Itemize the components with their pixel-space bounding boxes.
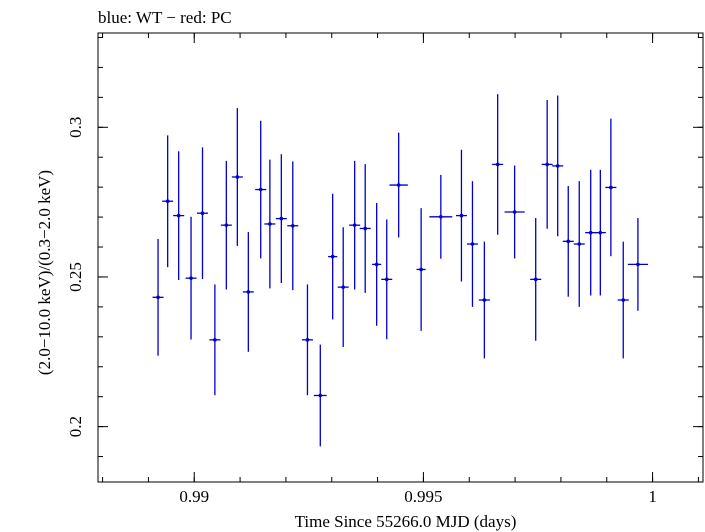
data-marker [165, 199, 170, 204]
data-point [185, 216, 197, 340]
data-series [152, 94, 648, 447]
data-marker [305, 338, 310, 342]
data-marker [598, 230, 603, 235]
data-marker [459, 213, 464, 218]
data-point [301, 284, 313, 396]
data-marker [290, 223, 295, 228]
data-marker [318, 393, 323, 398]
data-marker [419, 267, 423, 272]
data-marker [482, 298, 487, 302]
y-tick-label: 0.3 [66, 117, 85, 138]
data-point [173, 151, 185, 280]
data-marker [156, 295, 160, 300]
data-marker [609, 185, 613, 190]
data-marker [588, 230, 593, 235]
data-point [255, 120, 267, 259]
data-marker [470, 242, 475, 246]
data-point [530, 217, 542, 341]
data-point [337, 227, 349, 348]
data-marker [545, 162, 549, 167]
data-point [585, 169, 597, 296]
data-marker [235, 175, 240, 179]
data-marker [621, 298, 626, 302]
data-point [541, 100, 553, 229]
x-tick-label: 0.995 [404, 487, 442, 506]
data-point [478, 241, 490, 359]
data-marker [246, 290, 251, 294]
data-point [552, 95, 564, 237]
y-axis-label: (2.0−10.0 keV)/(0.3−2.0 keV) [35, 170, 54, 375]
data-point [381, 219, 393, 340]
plot-frame [97, 32, 704, 483]
data-point [264, 159, 276, 289]
data-point [372, 203, 382, 326]
data-point [152, 238, 164, 356]
data-marker [512, 210, 517, 214]
data-point [504, 165, 525, 259]
data-point [349, 160, 361, 290]
data-point [429, 174, 453, 259]
data-marker [396, 183, 401, 187]
data-point [466, 181, 478, 307]
data-marker [533, 277, 538, 282]
data-point [617, 241, 629, 359]
data-marker [330, 254, 335, 259]
data-marker [352, 223, 357, 227]
data-point [627, 217, 648, 311]
data-point [162, 135, 174, 268]
data-point [573, 181, 585, 307]
data-marker [439, 214, 443, 219]
data-marker [200, 211, 205, 215]
x-tick-label: 1 [648, 487, 657, 506]
data-point [492, 94, 504, 235]
axis-ticks: 0.99 0.995 1 0.2 0.25 0.3 [66, 33, 703, 506]
data-point [197, 147, 208, 280]
data-point [220, 160, 232, 290]
data-point [275, 154, 287, 283]
data-point [359, 164, 371, 293]
y-tick-label: 0.2 [66, 416, 85, 437]
data-point [287, 161, 299, 291]
data-point [209, 284, 221, 396]
data-marker [566, 239, 571, 244]
data-marker [189, 276, 193, 280]
data-point [328, 193, 338, 320]
x-tick-label: 0.99 [179, 487, 209, 506]
data-marker [224, 223, 229, 227]
data-marker [213, 338, 217, 342]
data-point [605, 118, 617, 257]
data-marker [577, 242, 582, 246]
data-marker [258, 187, 263, 192]
data-marker [374, 262, 379, 267]
data-marker [176, 213, 181, 218]
data-marker [384, 277, 389, 282]
data-point [231, 108, 243, 246]
y-tick-label: 0.25 [66, 262, 85, 292]
data-marker [268, 222, 272, 226]
data-marker [363, 226, 368, 231]
data-point [594, 169, 606, 296]
data-point [313, 344, 327, 447]
data-marker [279, 216, 284, 221]
chart-title: blue: WT − red: PC [98, 8, 232, 27]
data-point [562, 185, 574, 297]
data-point [455, 149, 467, 282]
data-marker [636, 262, 640, 267]
data-point [389, 132, 408, 238]
data-marker [495, 162, 500, 167]
data-marker [555, 164, 560, 168]
x-axis-label: Time Since 55266.0 MJD (days) [295, 512, 517, 531]
data-marker [341, 285, 346, 289]
data-point [416, 208, 426, 331]
data-point [242, 232, 254, 352]
